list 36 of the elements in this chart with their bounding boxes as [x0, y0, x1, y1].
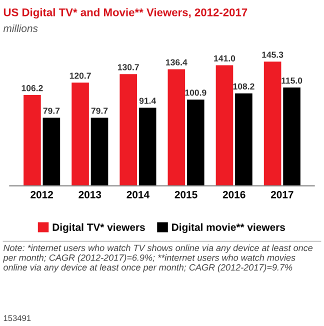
x-tick-label: 2013 [78, 190, 102, 198]
data-label: 136.4 [166, 59, 188, 66]
chart-subtitle: millions [3, 24, 38, 32]
bar [90, 118, 108, 186]
x-tick-label: 2017 [270, 190, 294, 198]
bar [42, 118, 60, 186]
data-label: 79.7 [91, 108, 108, 114]
bar [283, 88, 300, 186]
chart-title: US Digital TV* and Movie** Viewers, 2012-2017 [4, 8, 248, 19]
data-label: 145.3 [262, 52, 284, 58]
bar [186, 100, 204, 186]
data-label: 115.0 [282, 78, 302, 84]
text: 153491 [4, 315, 31, 322]
bar [216, 65, 234, 186]
bar [120, 74, 138, 186]
bar [235, 93, 252, 186]
data-label: 141.0 [214, 55, 236, 62]
x-tick-label: 2012 [30, 190, 53, 198]
data-label: 79.7 [43, 108, 60, 114]
data-label: 100.9 [185, 90, 206, 96]
bar [24, 95, 41, 186]
legend-label: Digital TV* viewers [52, 223, 145, 234]
text: Note: *internet users who watch TV shows online via any device at least once per month; CAGR (2012-2017)=6.9%; **internet users who watch movies online via any device at least once per month; CAGR (2012-2017)=9.7% [3, 244, 313, 272]
bar [72, 82, 89, 186]
legend-label: Digital movie** viewers [172, 223, 285, 234]
data-label: 91.4 [139, 98, 156, 104]
data-label: 106.2 [22, 85, 43, 92]
x-tick-label: 2016 [222, 190, 246, 198]
x-tick-label: 2014 [126, 190, 150, 198]
bar [264, 62, 282, 186]
x-tick-label: 2015 [174, 190, 198, 198]
data-label: 108.2 [233, 83, 254, 90]
data-label: 130.7 [118, 64, 139, 70]
bar [138, 108, 156, 186]
data-label: 120.7 [70, 72, 91, 79]
bar [168, 69, 186, 186]
